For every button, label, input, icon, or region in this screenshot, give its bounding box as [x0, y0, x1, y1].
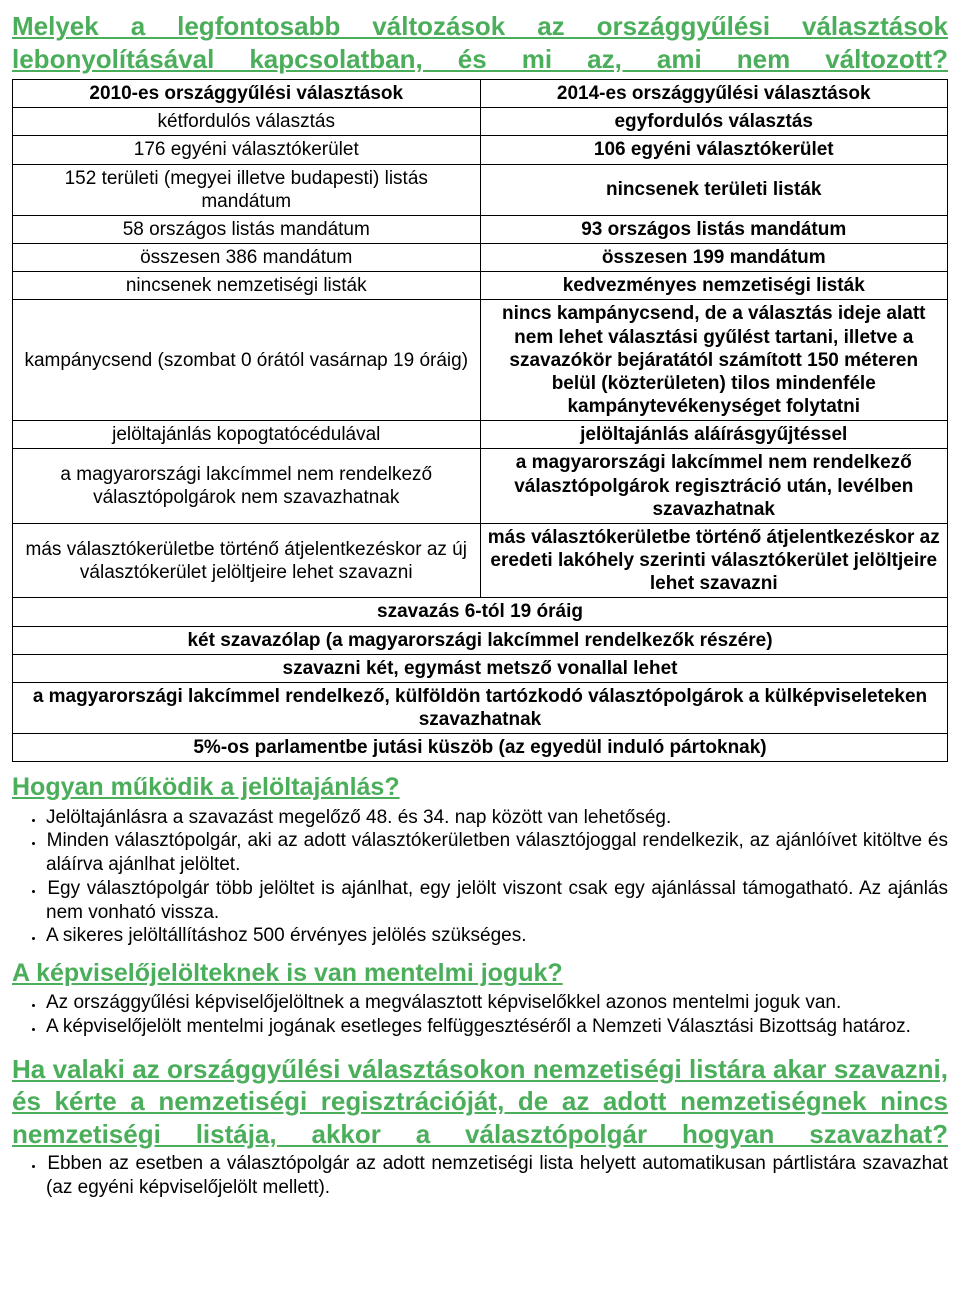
table-cell: jelöltajánlás aláírásgyűjtéssel: [480, 421, 948, 449]
table-cell: 58 országos listás mandátum: [13, 215, 481, 243]
table-cell: 106 egyéni választókerület: [480, 136, 948, 164]
table-cell: nincsenek nemzetiségi listák: [13, 272, 481, 300]
table-full-row: szavazás 6-tól 19 óráig: [13, 598, 948, 626]
table-cell: a magyarországi lakcímmel nem rendelkező…: [13, 449, 481, 524]
table-header-right: 2014-es országgyűlési választások: [480, 80, 948, 108]
table-cell: más választókerületbe történő átjelentke…: [13, 523, 481, 598]
section3-heading: A képviselőjelölteknek is van mentelmi j…: [12, 958, 948, 989]
table-cell: más választókerületbe történő átjelentke…: [480, 523, 948, 598]
table-full-row: két szavazólap (a magyarországi lakcímme…: [13, 626, 948, 654]
table-header-left: 2010-es országgyűlési választások: [13, 80, 481, 108]
list-item: A képviselőjelölt mentelmi jogának esetl…: [14, 1015, 948, 1039]
table-cell: a magyarországi lakcímmel nem rendelkező…: [480, 449, 948, 524]
list-item: Minden választópolgár, aki az adott vála…: [14, 829, 948, 877]
section2-list: Jelöltajánlásra a szavazást megelőző 48.…: [12, 806, 948, 949]
main-heading: Melyek a legfontosabb változások az orsz…: [12, 10, 948, 75]
table-cell: kétfordulós választás: [13, 108, 481, 136]
table-cell: 152 területi (megyei illetve budapesti) …: [13, 164, 481, 215]
table-cell: összesen 199 mandátum: [480, 244, 948, 272]
list-item: Ebben az esetben a választópolgár az ado…: [14, 1152, 948, 1200]
table-cell: nincs kampánycsend, de a választás ideje…: [480, 300, 948, 421]
section2-heading: Hogyan működik a jelöltajánlás?: [12, 772, 948, 803]
table-full-row: szavazni két, egymást metsző vonallal le…: [13, 654, 948, 682]
table-cell: 176 egyéni választókerület: [13, 136, 481, 164]
table-cell: egyfordulós választás: [480, 108, 948, 136]
table-cell: kedvezményes nemzetiségi listák: [480, 272, 948, 300]
table-cell: kampánycsend (szombat 0 órától vasárnap …: [13, 300, 481, 421]
section4-heading: Ha valaki az országgyűlési választásokon…: [12, 1053, 948, 1151]
table-cell: nincsenek területi listák: [480, 164, 948, 215]
section3-list: Az országgyűlési képviselőjelöltnek a me…: [12, 991, 948, 1039]
list-item: A sikeres jelöltállításhoz 500 érvényes …: [14, 924, 948, 948]
table-cell: jelöltajánlás kopogtatócédulával: [13, 421, 481, 449]
section4-list: Ebben az esetben a választópolgár az ado…: [12, 1152, 948, 1200]
table-cell: összesen 386 mandátum: [13, 244, 481, 272]
list-item: Az országgyűlési képviselőjelöltnek a me…: [14, 991, 948, 1015]
table-full-row: 5%-os parlamentbe jutási küszöb (az egye…: [13, 734, 948, 762]
comparison-table: 2010-es országgyűlési választások 2014-e…: [12, 79, 948, 762]
table-cell: 93 országos listás mandátum: [480, 215, 948, 243]
table-full-row: a magyarországi lakcímmel rendelkező, kü…: [13, 682, 948, 733]
list-item: Jelöltajánlásra a szavazást megelőző 48.…: [14, 806, 948, 830]
list-item: Egy választópolgár több jelöltet is aján…: [14, 877, 948, 925]
